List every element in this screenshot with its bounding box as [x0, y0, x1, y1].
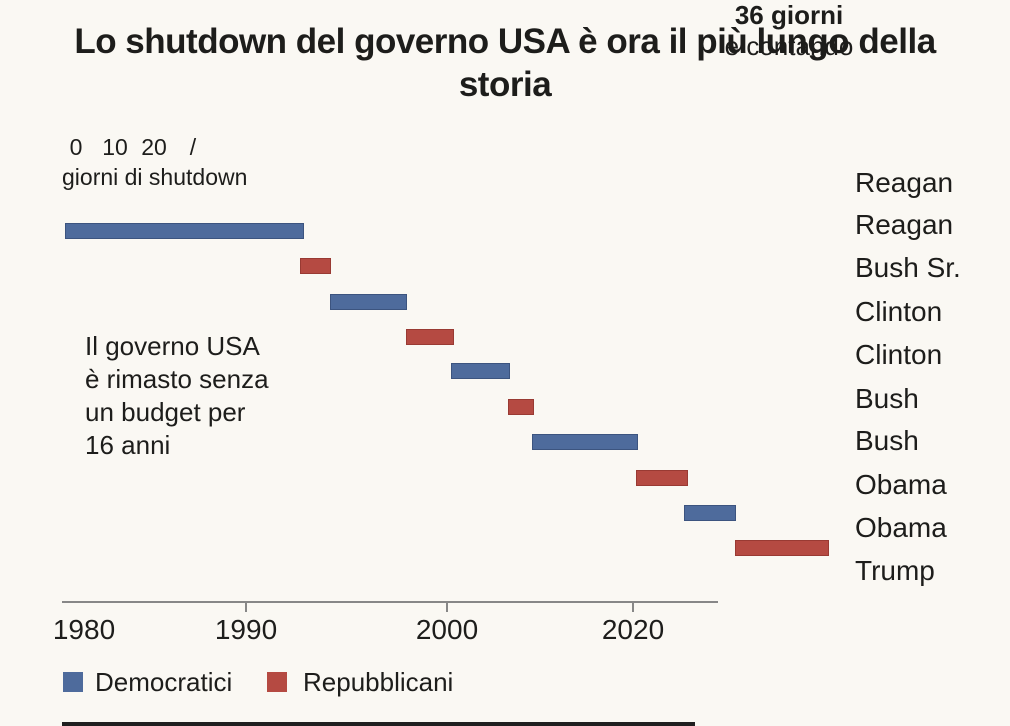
- president-label: Obama: [855, 469, 947, 500]
- trump-duration-callout: 36 giorni e contando: [725, 0, 854, 62]
- democrat-color-swatch: [63, 672, 83, 692]
- day-scale-tick: 20: [141, 134, 167, 160]
- president-label: Bush: [855, 383, 919, 414]
- president-label: Bush Sr.: [855, 252, 961, 283]
- legend-label: Repubblicani: [303, 667, 454, 697]
- annotation-line: è rimasto senza: [85, 364, 269, 394]
- day-scale: 0 10 20 /: [0, 134, 1010, 160]
- bottom-crop-bar: [62, 722, 695, 726]
- annotation-line: Il governo USA: [85, 331, 260, 361]
- legend-label: Democratici: [95, 667, 233, 697]
- x-axis-year-label: 2020: [601, 614, 665, 645]
- annotation-line: 16 anni: [85, 430, 171, 460]
- day-scale-unit-label: giorni di shutdown: [62, 164, 248, 190]
- chart-title: Lo shutdown del governo USA è ora il più…: [74, 22, 936, 104]
- shutdown-bar-bush-sr-: [330, 294, 407, 310]
- president-label: Clinton: [855, 339, 943, 370]
- president-label: Trump: [855, 555, 935, 586]
- x-axis-year-label: 1980: [52, 614, 116, 645]
- annotation-line: un budget per: [85, 397, 246, 427]
- legend-item-democratici: Democratici: [63, 667, 233, 697]
- president-label: Clinton: [855, 296, 943, 327]
- shutdown-bar-reagan: [300, 258, 331, 274]
- shutdown-bar-obama: [684, 505, 736, 521]
- chart-annotation: Il governo USA è rimasto senza un budget…: [85, 330, 269, 462]
- president-label: Bush: [855, 425, 919, 456]
- shutdown-bar-clinton: [451, 363, 510, 379]
- president-label: Reagan: [855, 209, 954, 240]
- x-axis-year-label: 2000: [415, 614, 479, 645]
- x-axis-line: [62, 601, 718, 603]
- callout-value: 36 giorni: [734, 0, 844, 30]
- republican-color-swatch: [267, 672, 287, 692]
- day-scale-tick: 0: [69, 134, 83, 160]
- day-scale-tick: /: [189, 134, 197, 160]
- president-label: Reagan: [855, 167, 954, 198]
- x-axis-tick: [245, 603, 247, 612]
- shutdown-bar-trump: [735, 540, 829, 556]
- shutdown-bar-bush: [532, 434, 638, 450]
- day-scale-tick: 10: [102, 134, 128, 160]
- x-axis-year-label: 1990: [214, 614, 278, 645]
- shutdown-bar-bush: [508, 399, 534, 415]
- shutdown-bar-clinton: [406, 329, 454, 345]
- x-axis-tick: [446, 603, 448, 612]
- shutdown-bar-reagan: [65, 223, 304, 239]
- shutdown-bar-obama: [636, 470, 688, 486]
- x-axis-tick: [632, 603, 634, 612]
- legend-item-repubblicani: Repubblicani: [267, 667, 454, 697]
- president-label: Obama: [855, 512, 947, 543]
- callout-suffix: e contando: [724, 31, 854, 61]
